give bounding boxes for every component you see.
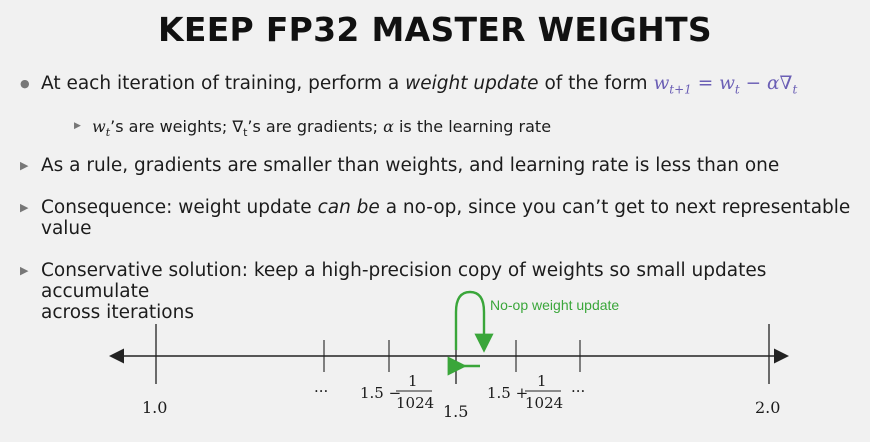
bullet-emphasis: can be: [317, 197, 380, 218]
bullet-icon: ▶: [20, 264, 29, 277]
bullet-icon: ▶: [74, 121, 81, 131]
bullet-gradients-smaller: ▶ As a rule, gradients are smaller than …: [20, 155, 780, 176]
noop-loop-arrow: [454, 290, 494, 353]
bullet-icon: ●: [20, 77, 30, 90]
update-formula: wt+1 = wt − α∇t: [653, 73, 798, 97]
label-2-0: 2.0: [755, 398, 780, 417]
frac-num: 1: [537, 372, 547, 390]
sub-bullet-definitions: ▶ wt’s are weights; ∇t’s are gradients; …: [74, 117, 552, 140]
ellipsis-right: ···: [571, 382, 585, 400]
bullet-emphasis: weight update: [405, 73, 539, 94]
label-1-0: 1.0: [142, 398, 167, 417]
slide-title: KEEP FP32 MASTER WEIGHTS: [158, 10, 712, 49]
label-1-5: 1.5: [443, 402, 468, 421]
frac-den: 1024: [525, 394, 563, 412]
number-line-diagram: No-op weight update 1.0 1.5 2.0 ··· ··· …: [109, 290, 789, 421]
frac-den: 1024: [396, 394, 434, 412]
label-1-5-minus: 1.5 −: [360, 384, 401, 402]
noop-label: No-op weight update: [490, 297, 619, 313]
bullet-icon: ▶: [20, 159, 29, 172]
bullet-text: At each iteration of training, perform a: [41, 73, 400, 94]
bullet-icon: ▶: [20, 201, 29, 214]
bullet-consequence: ▶ Consequence: weight update can be a no…: [20, 197, 851, 239]
bullet-text: of the form: [544, 73, 648, 94]
label-1-5-plus: 1.5 +: [487, 384, 528, 402]
ellipsis-left: ···: [314, 382, 328, 400]
bullet-weight-update: ● At each iteration of training, perform…: [20, 73, 798, 101]
frac-num: 1: [408, 372, 418, 390]
bullet-conservative-solution: ▶ Conservative solution: keep a high-pre…: [20, 260, 767, 323]
